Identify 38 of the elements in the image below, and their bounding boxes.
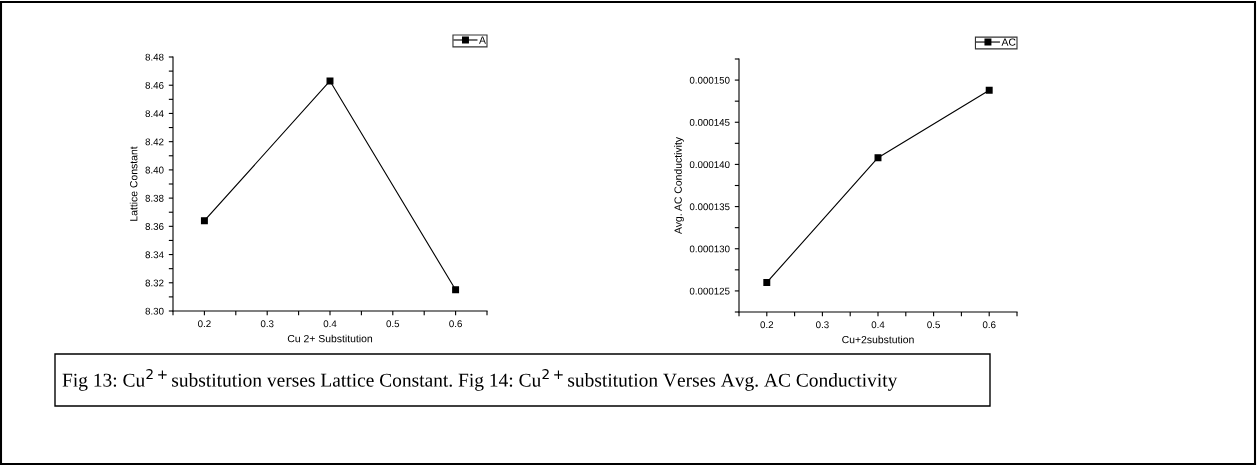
x-tick-label: 0.4: [323, 320, 337, 328]
point: [874, 154, 882, 162]
x-tick-label: 0.5: [386, 320, 400, 328]
y-tick-label: 0.000150: [689, 76, 730, 84]
y-tick-label: 0.000135: [689, 203, 730, 211]
y-tick-label: 8.34: [145, 251, 164, 259]
y-tick-label: 0.000130: [689, 245, 730, 253]
x-tick-label: 0.2: [198, 320, 211, 328]
y-tick-label: 8.38: [145, 194, 164, 202]
point: [200, 217, 208, 225]
x-axis-title: Cu+2substution: [842, 335, 914, 344]
y-axis-title: Lattice Constant: [129, 146, 138, 221]
point: [763, 279, 771, 286]
legend-label: AC: [1001, 38, 1016, 46]
x-tick-label: 0.6: [449, 320, 462, 328]
y-tick-label: 8.42: [145, 138, 164, 146]
y-tick-label: 8.36: [145, 223, 164, 230]
y-tick-label: 0.000125: [689, 287, 730, 295]
y-tick-label: 8.32: [145, 279, 164, 287]
y-tick-label: 0.000145: [689, 118, 730, 126]
x-tick-label: 0.4: [871, 321, 885, 329]
y-tick-label: 8.30: [145, 307, 164, 315]
y-tick-label: 8.44: [145, 110, 164, 118]
x-tick-label: 0.3: [816, 321, 829, 329]
x-tick-label: 0.6: [982, 321, 996, 329]
y-axis-title: Avg. AC Conductivity: [674, 136, 684, 235]
x-tick-label: 0.3: [260, 320, 274, 328]
x-tick-label: 0.5: [927, 321, 940, 329]
y-tick-label: 0.000140: [689, 161, 730, 169]
y-tick-label: 8.48: [145, 53, 164, 61]
x-axis-title: Cu 2+ Substitution: [287, 334, 373, 343]
legend-label: A: [479, 36, 486, 44]
y-tick-label: 8.40: [145, 166, 164, 174]
caption: Fig 13: Cu$^{2+}$substitution verses Lattice Constant. Fig 14: Cu$^{2+}$substitution Verses Avg. AC Conductivity: [62, 369, 898, 391]
x-tick-label: 0.2: [760, 321, 774, 329]
point: [452, 286, 460, 294]
y-tick-label: 8.46: [145, 81, 164, 89]
point: [985, 86, 993, 94]
